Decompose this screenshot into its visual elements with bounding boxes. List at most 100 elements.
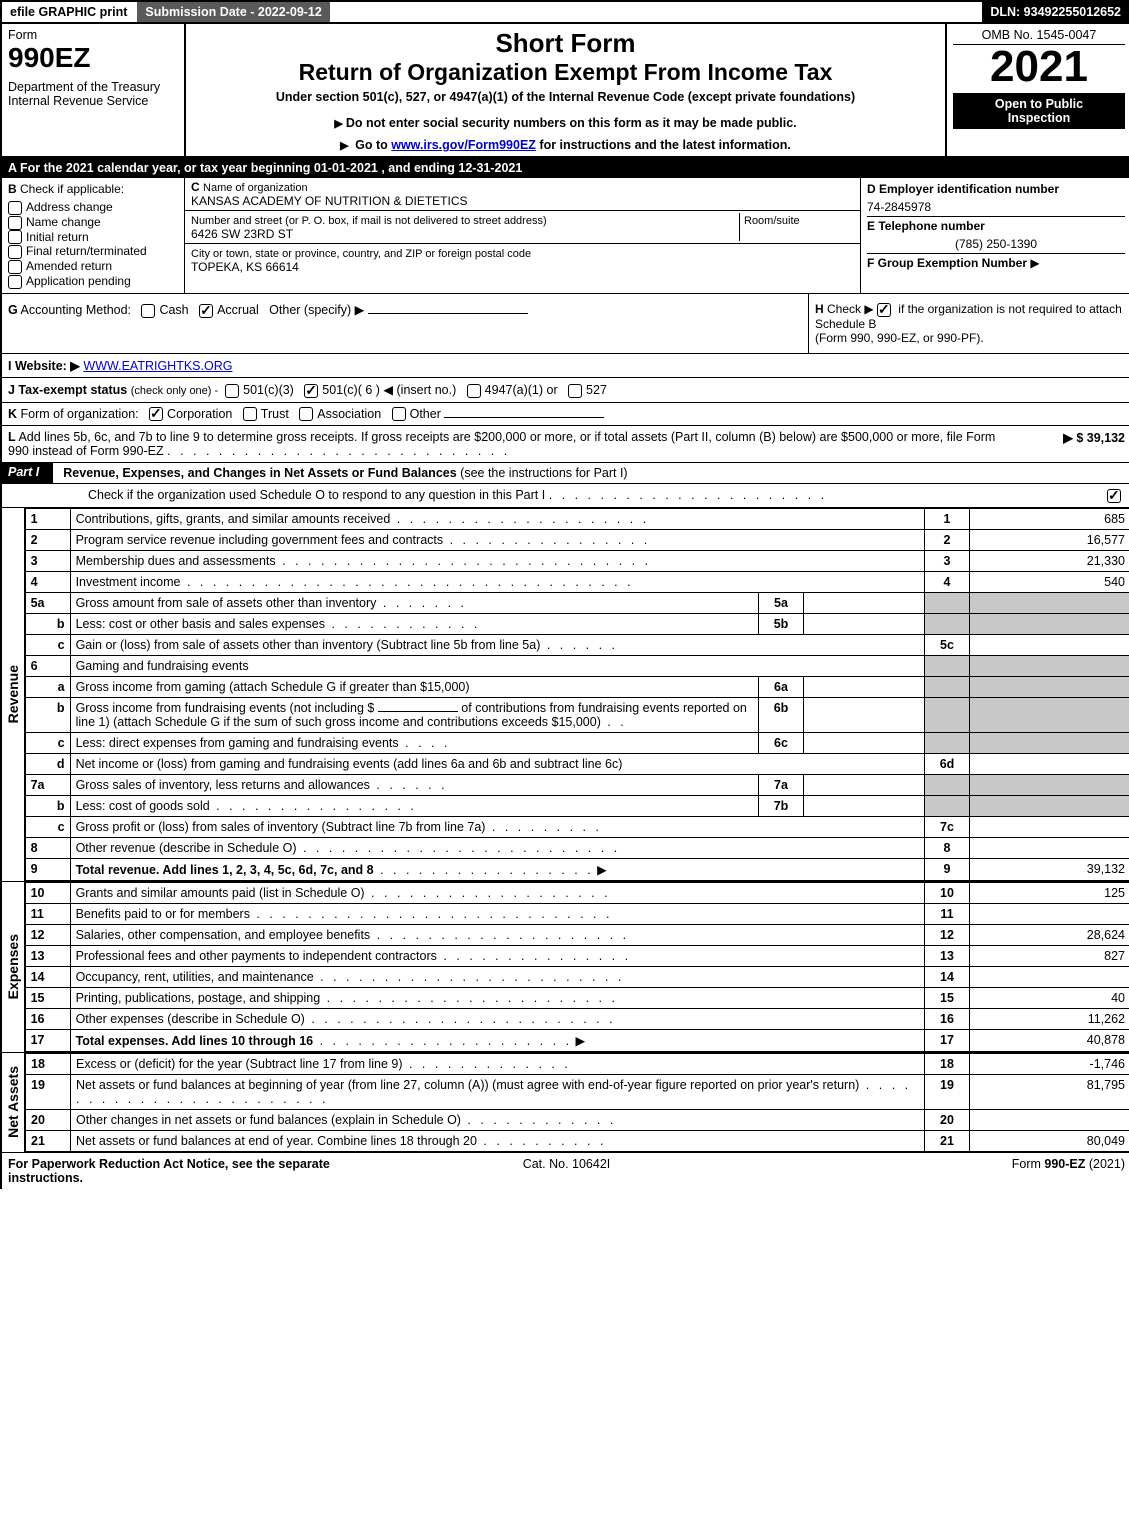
opt-527: 527 bbox=[586, 383, 607, 397]
f-row: F Group Exemption Number ▶ bbox=[867, 253, 1125, 272]
l1-num: 1 bbox=[25, 508, 70, 529]
under-section-text: Under section 501(c), 527, or 4947(a)(1)… bbox=[192, 90, 939, 104]
street-address: 6426 SW 23RD ST bbox=[191, 227, 293, 241]
dept-line-1: Department of the Treasury bbox=[8, 80, 178, 94]
chk-accrual[interactable] bbox=[199, 304, 213, 318]
c-city-row: City or town, state or province, country… bbox=[185, 244, 860, 276]
chk-association[interactable] bbox=[299, 407, 313, 421]
j-small: (check only one) - bbox=[131, 385, 218, 397]
chk-name-change[interactable] bbox=[8, 216, 22, 230]
l13-rlab: 13 bbox=[925, 945, 970, 966]
chk-schedule-o-part1[interactable] bbox=[1107, 489, 1121, 503]
l14-val bbox=[970, 966, 1129, 987]
l15-rlab: 15 bbox=[925, 987, 970, 1008]
chk-4947[interactable] bbox=[467, 384, 481, 398]
l-amount: ▶ $ 39,132 bbox=[1005, 430, 1125, 458]
l6a-inval[interactable] bbox=[804, 676, 925, 697]
line-3: 3Membership dues and assessments . . . .… bbox=[25, 550, 1129, 571]
l5b-grayval bbox=[970, 613, 1129, 634]
l15-val: 40 bbox=[970, 987, 1129, 1008]
l7c-val bbox=[970, 816, 1129, 837]
line-5c: cGain or (loss) from sale of assets othe… bbox=[25, 634, 1129, 655]
l7b-graylab bbox=[925, 795, 970, 816]
l6c-num: c bbox=[25, 732, 70, 753]
l7b-grayval bbox=[970, 795, 1129, 816]
opt-address-change: Address change bbox=[26, 200, 113, 214]
irs-link[interactable]: www.irs.gov/Form990EZ bbox=[391, 138, 536, 152]
chk-527[interactable] bbox=[568, 384, 582, 398]
l4-val: 540 bbox=[970, 571, 1129, 592]
l6c-desc: Less: direct expenses from gaming and fu… bbox=[76, 736, 399, 750]
line-6d: dNet income or (loss) from gaming and fu… bbox=[25, 753, 1129, 774]
revenue-section: Revenue 1Contributions, gifts, grants, a… bbox=[2, 508, 1129, 882]
chk-other-org[interactable] bbox=[392, 407, 406, 421]
l6-grayval bbox=[970, 655, 1129, 676]
c-addr-row: Number and street (or P. O. box, if mail… bbox=[185, 211, 860, 244]
chk-amended-return[interactable] bbox=[8, 260, 22, 274]
short-form-title: Short Form bbox=[192, 28, 939, 59]
l19-rlab: 19 bbox=[925, 1074, 970, 1109]
line-20: 20Other changes in net assets or fund ba… bbox=[26, 1109, 1129, 1130]
l6c-inval[interactable] bbox=[804, 732, 925, 753]
line-2: 2Program service revenue including gover… bbox=[25, 529, 1129, 550]
org-name: KANSAS ACADEMY OF NUTRITION & DIETETICS bbox=[191, 194, 468, 208]
l17-rlab: 17 bbox=[925, 1029, 970, 1051]
l6d-num: d bbox=[25, 753, 70, 774]
l10-val: 125 bbox=[970, 882, 1129, 903]
line-6: 6Gaming and fundraising events bbox=[25, 655, 1129, 676]
l7b-inlab: 7b bbox=[759, 795, 804, 816]
side-expenses: Expenses bbox=[2, 882, 25, 1052]
l3-desc: Membership dues and assessments bbox=[76, 554, 276, 568]
other-specify-line[interactable] bbox=[368, 313, 528, 314]
opt-501c: 501(c)( 6 ) bbox=[322, 383, 380, 397]
l6b-inval[interactable] bbox=[804, 697, 925, 732]
line-14: 14Occupancy, rent, utilities, and mainte… bbox=[25, 966, 1129, 987]
l5a-inval[interactable] bbox=[804, 592, 925, 613]
l9-rlab: 9 bbox=[925, 858, 970, 880]
l20-desc: Other changes in net assets or fund bala… bbox=[76, 1113, 461, 1127]
l6b-blank[interactable] bbox=[378, 711, 458, 712]
row-g: G Accounting Method: Cash Accrual Other … bbox=[2, 294, 808, 353]
l5a-grayval bbox=[970, 592, 1129, 613]
l16-desc: Other expenses (describe in Schedule O) bbox=[76, 1012, 305, 1026]
b-check-if: Check if applicable: bbox=[20, 182, 124, 196]
chk-address-change[interactable] bbox=[8, 201, 22, 215]
opt-trust: Trust bbox=[261, 407, 289, 421]
chk-501c[interactable] bbox=[304, 384, 318, 398]
l14-rlab: 14 bbox=[925, 966, 970, 987]
l6-desc: Gaming and fundraising events bbox=[76, 659, 249, 673]
open-public-badge: Open to Public Inspection bbox=[953, 93, 1125, 129]
chk-application-pending[interactable] bbox=[8, 275, 22, 289]
l5c-desc: Gain or (loss) from sale of assets other… bbox=[76, 638, 541, 652]
l4-rlab: 4 bbox=[925, 571, 970, 592]
side-revenue-text: Revenue bbox=[5, 665, 21, 723]
other-org-line[interactable] bbox=[444, 417, 604, 418]
website-link[interactable]: WWW.EATRIGHTKS.ORG bbox=[83, 359, 232, 373]
form-page: efile GRAPHIC print Submission Date - 20… bbox=[0, 0, 1129, 1189]
chk-final-return[interactable] bbox=[8, 245, 22, 259]
l5b-inval[interactable] bbox=[804, 613, 925, 634]
chk-initial-return[interactable] bbox=[8, 230, 22, 244]
l12-desc: Salaries, other compensation, and employ… bbox=[76, 928, 371, 942]
line-8: 8Other revenue (describe in Schedule O) … bbox=[25, 837, 1129, 858]
chk-schedule-b[interactable] bbox=[877, 303, 891, 317]
l7a-inval[interactable] bbox=[804, 774, 925, 795]
chk-501c3[interactable] bbox=[225, 384, 239, 398]
opt-final-return: Final return/terminated bbox=[26, 244, 147, 258]
chk-corporation[interactable] bbox=[149, 407, 163, 421]
section-bcd: B Check if applicable: Address change Na… bbox=[2, 178, 1129, 294]
l6a-num: a bbox=[25, 676, 70, 697]
line-18: 18 Excess or (deficit) for the year (Subt… bbox=[26, 1053, 1129, 1074]
l18-desc: Excess or (deficit) for the year (Subtra… bbox=[76, 1057, 403, 1071]
telephone-value: (785) 250-1390 bbox=[867, 235, 1125, 253]
l21-desc: Net assets or fund balances at end of ye… bbox=[76, 1134, 477, 1148]
l9-val: 39,132 bbox=[970, 858, 1129, 880]
l1-val: 685 bbox=[970, 508, 1129, 529]
opt-initial-return: Initial return bbox=[26, 230, 89, 244]
chk-trust[interactable] bbox=[243, 407, 257, 421]
efile-label[interactable]: efile GRAPHIC print bbox=[2, 2, 137, 22]
l8-val bbox=[970, 837, 1129, 858]
chk-cash[interactable] bbox=[141, 304, 155, 318]
l18-num: 18 bbox=[26, 1053, 71, 1074]
l7b-inval[interactable] bbox=[804, 795, 925, 816]
